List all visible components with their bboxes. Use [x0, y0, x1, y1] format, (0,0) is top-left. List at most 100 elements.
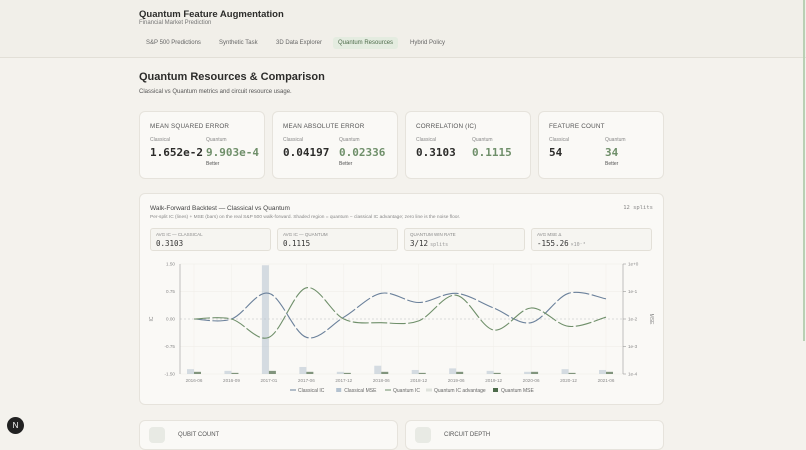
- stat-box: AVG MSE Δ -155.26 ×10⁻³: [531, 228, 652, 251]
- ic-line: [193, 287, 607, 339]
- legend-swatch: [493, 388, 498, 392]
- quantum-label: Quantum: [472, 137, 493, 143]
- classical-value: 54: [549, 146, 563, 159]
- tab[interactable]: Synthetic Task: [219, 40, 258, 46]
- quantum-label: Quantum: [339, 137, 360, 143]
- x-tick-label: 2018-12: [410, 378, 427, 383]
- metric-title: MEAN ABSOLUTE ERROR: [283, 123, 365, 130]
- x-tick-label: 2021-06: [598, 378, 615, 383]
- icon: [149, 427, 165, 443]
- depth-card: CIRCUIT DEPTH: [405, 420, 664, 450]
- mse-bar: [343, 372, 351, 374]
- icon: [415, 427, 431, 443]
- y-tick-label: 0.00: [166, 317, 175, 322]
- mse-bar: [187, 369, 194, 374]
- metric-card: FEATURE COUNT Classical 54 Quantum 34 Better: [538, 111, 664, 179]
- classical-label: Classical: [150, 137, 171, 143]
- metric-note: Better: [605, 161, 619, 167]
- stat-value: 3/12 splits: [410, 239, 448, 248]
- mse-bar: [531, 371, 539, 374]
- metric-title: CORRELATION (IC): [416, 123, 477, 130]
- x-tick-label: 2017-06: [298, 378, 315, 383]
- metric-note: Better: [339, 161, 353, 167]
- mse-bar: [418, 372, 426, 374]
- mse-bar: [268, 370, 276, 374]
- legend-swatch: [336, 388, 342, 392]
- mse-bar: [299, 366, 307, 374]
- y2-tick-label: 1e-1: [628, 289, 638, 294]
- mse-bar: [449, 368, 457, 374]
- x-tick-label: 2017-12: [335, 378, 352, 383]
- card-title: QUBIT COUNT: [178, 432, 220, 438]
- metric-card: CORRELATION (IC) Classical 0.3103 Quantum 0.…: [405, 111, 531, 179]
- quantum-label: Quantum: [605, 137, 626, 143]
- x-tick-label: 2019-06: [448, 378, 465, 383]
- x-tick-label: 2019-12: [485, 378, 502, 383]
- metric-note: Better: [206, 161, 220, 167]
- mse-bar: [411, 369, 419, 374]
- y-tick-label: -1.50: [165, 372, 176, 377]
- metric-card: MEAN ABSOLUTE ERROR Classical 0.04197 Quant…: [272, 111, 398, 179]
- stat-label: AVG IC — QUANTUM: [283, 232, 328, 237]
- legend-label: Quantum MSE: [501, 388, 534, 394]
- legend-label: Quantum IC advantage: [434, 388, 486, 394]
- y2-tick-label: 1e-2: [628, 317, 638, 322]
- y-axis-label: IC: [149, 316, 155, 321]
- classical-label: Classical: [416, 137, 437, 143]
- y-tick-label: -0.75: [165, 344, 176, 349]
- x-tick-label: 2020-12: [560, 378, 577, 383]
- mse-bar: [224, 370, 232, 374]
- classical-label: Classical: [283, 137, 304, 143]
- classical-value: 0.3103: [416, 146, 456, 159]
- x-tick-label: 2016-06: [186, 378, 203, 383]
- stat-value: -155.26 ×10⁻³: [537, 239, 586, 248]
- dev-button[interactable]: N: [7, 417, 24, 434]
- y2-axis-label: MSE: [648, 314, 654, 326]
- x-tick-label: 2016-09: [223, 378, 240, 383]
- y2-tick-label: 1e-4: [628, 372, 638, 377]
- ic-line: [193, 291, 607, 339]
- mse-bar: [231, 372, 239, 374]
- mse-bar: [599, 369, 606, 374]
- classical-value: 1.652e-2: [150, 146, 203, 159]
- backtest-description: Per-split IC (lines) + MSE (bars) on the…: [150, 215, 461, 220]
- tab[interactable]: Quantum Resources: [333, 37, 399, 49]
- stat-box: AVG IC — QUANTUM 0.1115: [277, 228, 398, 251]
- x-tick-label: 2018-06: [373, 378, 390, 383]
- y-tick-label: 0.75: [166, 289, 175, 294]
- mse-bar: [261, 265, 269, 374]
- metric-card: MEAN SQUARED ERROR Classical 1.652e-2 Quant…: [139, 111, 265, 179]
- tab[interactable]: 3D Data Explorer: [276, 40, 323, 46]
- tab[interactable]: S&P 500 Predictions: [146, 40, 201, 46]
- chart: -1.50 -0.75 0.00 0.75 1.50 1e-4 1e-3 1e-2 1e-1 1e…: [149, 262, 654, 394]
- x-tick-label: 2020-06: [523, 378, 540, 383]
- mse-bar: [381, 371, 389, 374]
- qubit-card: QUBIT COUNT: [139, 420, 398, 450]
- stat-unit: splits: [430, 242, 449, 248]
- legend-label: Classical MSE: [344, 388, 377, 394]
- mse-bar: [456, 371, 464, 374]
- x-tick-label: 2017-01: [260, 378, 277, 383]
- mse-bar: [493, 372, 501, 374]
- quantum-value: 0.02336: [339, 146, 386, 159]
- backtest-panel: Walk-Forward Backtest — Classical vs Qua…: [139, 193, 664, 405]
- scrollbar[interactable]: [803, 0, 805, 341]
- badge: 12 splits: [623, 205, 653, 211]
- legend-label: Quantum IC: [393, 388, 420, 394]
- mse-bar: [486, 370, 494, 374]
- legend-label: Classical IC: [298, 388, 325, 394]
- classical-label: Classical: [549, 137, 570, 143]
- section-subtitle: Classical vs Quantum metrics and circuit…: [139, 89, 292, 95]
- stat-label: AVG IC — CLASSICAL: [156, 232, 203, 237]
- quantum-value: 0.1115: [472, 146, 512, 159]
- mse-bar: [524, 371, 532, 374]
- y2-tick-label: 1e+0: [628, 262, 639, 267]
- quantum-value: 9.903e-4: [206, 146, 259, 159]
- classical-value: 0.04197: [283, 146, 330, 159]
- stat-box: AVG IC — CLASSICAL 0.3103: [150, 228, 271, 251]
- quantum-label: Quantum: [206, 137, 227, 143]
- stat-number: 0.3103: [156, 239, 184, 248]
- tab[interactable]: Hybrid Policy: [410, 40, 446, 46]
- stat-number: -155.26: [537, 239, 569, 248]
